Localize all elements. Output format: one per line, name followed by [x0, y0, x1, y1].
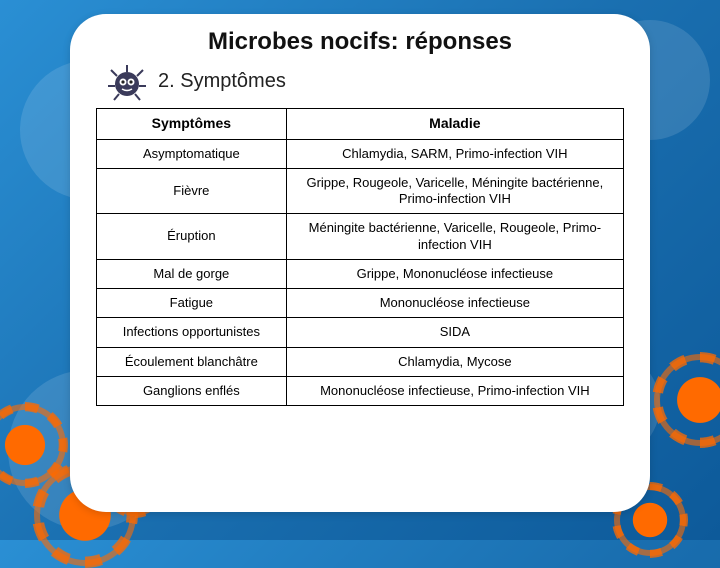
disease-cell: Grippe, Mononucléose infectieuse: [286, 259, 623, 288]
symptom-cell: Fièvre: [97, 168, 287, 214]
symptom-cell: Asymptomatique: [97, 139, 287, 168]
content-card: Microbes nocifs: réponses 2. Symptômes: [70, 14, 650, 512]
symptoms-table: Symptômes Maladie Asymptomatique Chlamyd…: [96, 108, 624, 406]
section-subtitle: 2. Symptômes: [158, 70, 286, 93]
table-row: Asymptomatique Chlamydia, SARM, Primo-in…: [97, 139, 624, 168]
disease-cell: Mononucléose infectieuse: [286, 289, 623, 318]
col-header-symptom: Symptômes: [97, 109, 287, 140]
symptom-cell: Mal de gorge: [97, 259, 287, 288]
page-title: Microbes nocifs: réponses: [96, 28, 624, 56]
disease-cell: SIDA: [286, 318, 623, 347]
disease-cell: Chlamydia, Mycose: [286, 347, 623, 376]
disease-cell: Grippe, Rougeole, Varicelle, Méningite b…: [286, 168, 623, 214]
symptom-cell: Ganglions enflés: [97, 376, 287, 405]
table-row: Écoulement blanchâtre Chlamydia, Mycose: [97, 347, 624, 376]
symptom-cell: Éruption: [97, 214, 287, 260]
table-row: Ganglions enflés Mononucléose infectieus…: [97, 376, 624, 405]
table-row: Éruption Méningite bactérienne, Varicell…: [97, 214, 624, 260]
symptom-cell: Fatigue: [97, 289, 287, 318]
microbe-icon: [106, 60, 148, 102]
subtitle-row: 2. Symptômes: [96, 60, 624, 102]
table-row: Mal de gorge Grippe, Mononucléose infect…: [97, 259, 624, 288]
col-header-disease: Maladie: [286, 109, 623, 140]
table-row: Fièvre Grippe, Rougeole, Varicelle, Méni…: [97, 168, 624, 214]
symptom-cell: Écoulement blanchâtre: [97, 347, 287, 376]
symptom-cell: Infections opportunistes: [97, 318, 287, 347]
table-row: Fatigue Mononucléose infectieuse: [97, 289, 624, 318]
disease-cell: Méningite bactérienne, Varicelle, Rougeo…: [286, 214, 623, 260]
disease-cell: Mononucléose infectieuse, Primo-infectio…: [286, 376, 623, 405]
table-row: Infections opportunistes SIDA: [97, 318, 624, 347]
disease-cell: Chlamydia, SARM, Primo-infection VIH: [286, 139, 623, 168]
table-header-row: Symptômes Maladie: [97, 109, 624, 140]
